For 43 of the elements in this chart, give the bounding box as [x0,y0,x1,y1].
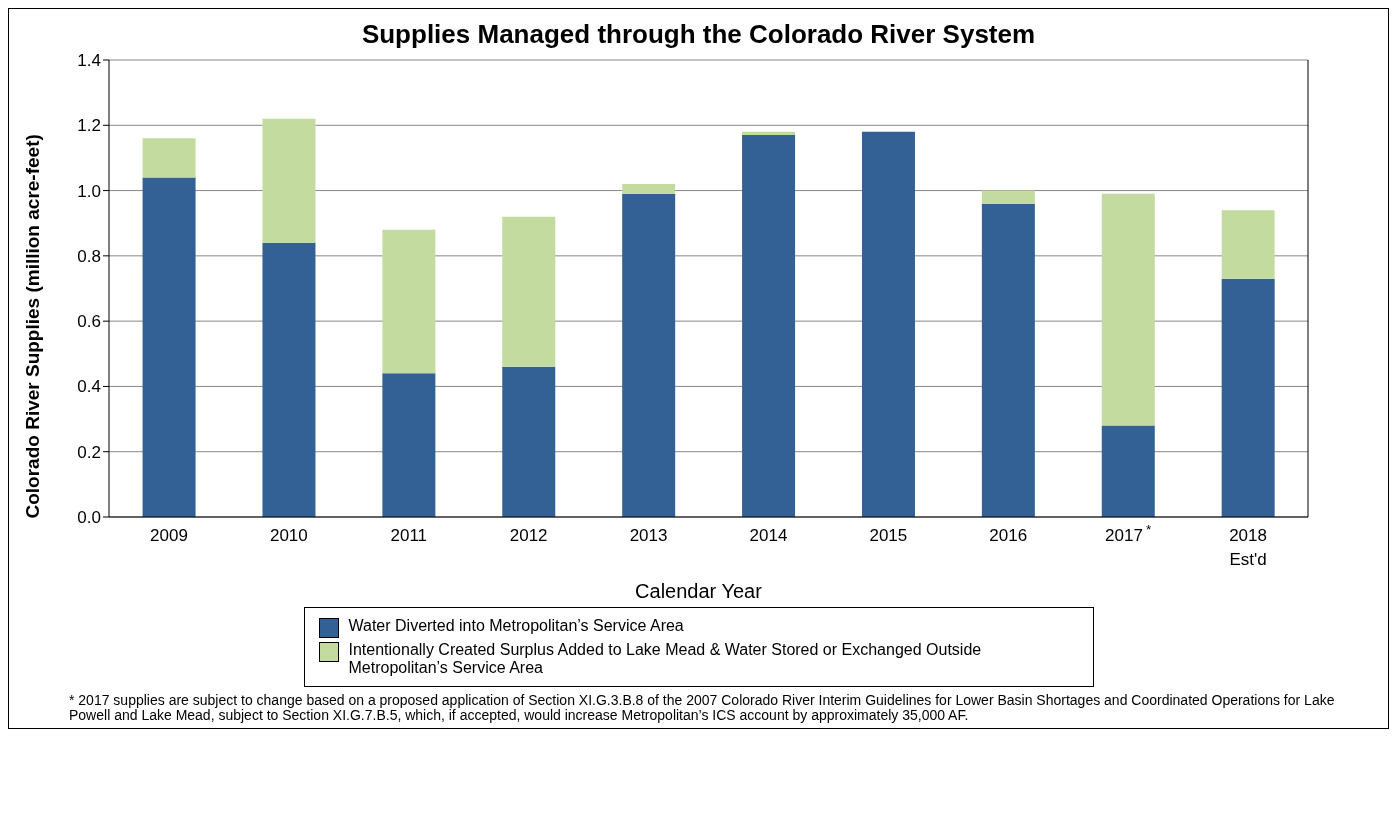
text: * 2017 supplies are subject to change based on a proposed application of Section XI.G.3.B.8 of the 2007 Colorado River Interim Guidelines for Lower Basin Shortages and Coordinated Operations for Lake Powell and Lake Mead, subject to Section XI.G.7.B.5, which, if accepted, would increase Metropolitan’s ICS account by approximately 35,000 AF. [69,692,1336,724]
y-tick-label: 1.2 [77,116,101,136]
y-axis-title: Colorado River Supplies (million acre-feet) [21,134,43,519]
y-tick-label: 0.8 [77,246,101,266]
y-tick-label: 0.4 [77,377,101,397]
bar [1221,278,1275,517]
chart-title: Supplies Managed through the Colorado River System [360,19,1037,50]
bar [262,242,316,517]
bar [382,229,436,374]
x-axis-title: Calendar Year [634,580,763,603]
x-tick-label: 2009 [150,526,188,545]
bar [502,366,556,517]
bar [1101,193,1155,426]
legend-label: Water Diverted into Metropolitan’s Service Area [348,617,684,635]
bar [502,216,556,367]
x-tick-label: 2012 [509,526,548,545]
bar [1221,210,1275,279]
x-tick-label: 2016 [989,526,1028,545]
bar [382,373,436,517]
y-tick-label: 0.2 [77,442,101,462]
bar [622,193,676,517]
bar [981,203,1035,517]
bar [861,131,915,517]
x-tick-label: 2011 [390,526,428,545]
x-tick-label: 2014 [749,526,788,545]
x-tick-label: 2018 Est'd [1229,526,1267,569]
x-tick-label: 2015 [869,526,908,545]
y-tick-label: 1.4 [77,51,101,71]
bar [142,138,196,178]
legend-label: Intentionally Created Surplus Added to Lake Mead & Water Stored or Exchanged Outside Metropolitan’s Service Area [348,641,983,677]
x-tick-label: 2010 [269,526,308,545]
bar [981,190,1035,204]
bar [742,135,796,517]
bar [262,118,316,243]
x-tick-label: 2013 [629,526,668,545]
y-tick-label: 0.0 [77,508,101,528]
bar [742,131,796,136]
y-tick-label: 0.6 [77,312,101,332]
x-tick-label: 2017$^{*}$ [1105,521,1152,545]
y-tick-label: 1.0 [77,181,101,201]
bar [622,184,676,194]
bar [142,177,196,517]
bar [1101,425,1155,517]
